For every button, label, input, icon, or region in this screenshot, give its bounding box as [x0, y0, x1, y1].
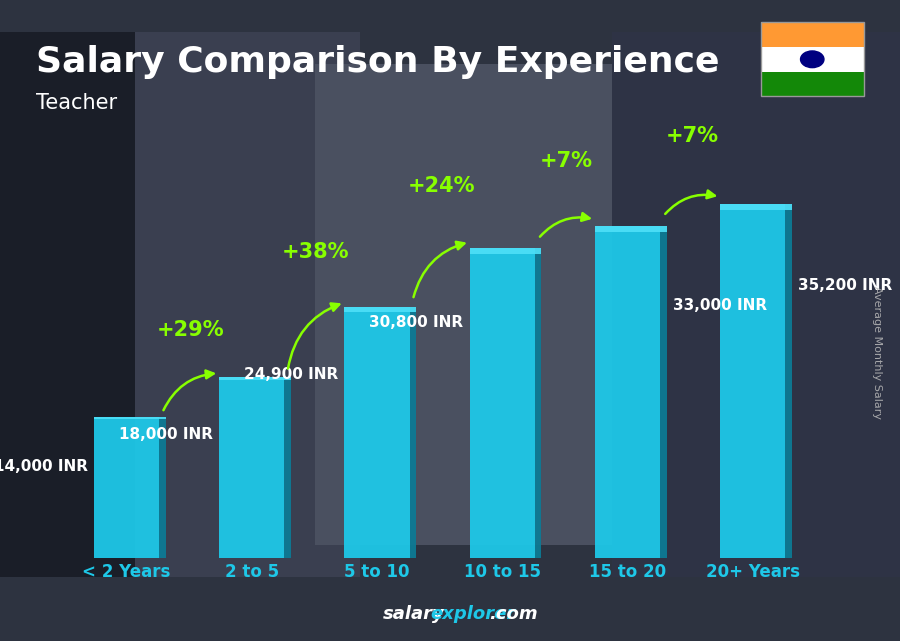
Bar	[720, 204, 786, 558]
Bar	[470, 248, 535, 558]
Text: Salary Comparison By Experience: Salary Comparison By Experience	[36, 45, 719, 79]
Bar	[284, 377, 291, 558]
Text: 24,900 INR: 24,900 INR	[244, 367, 338, 383]
Bar	[94, 417, 159, 558]
Bar	[786, 204, 792, 558]
Bar	[595, 226, 667, 232]
Text: explorer: explorer	[430, 605, 516, 623]
Text: 18,000 INR: 18,000 INR	[119, 427, 213, 442]
Bar	[660, 226, 667, 558]
Bar	[345, 308, 410, 558]
Bar	[219, 377, 291, 380]
Text: salary: salary	[382, 605, 445, 623]
Text: 14,000 INR: 14,000 INR	[0, 459, 87, 474]
Text: .com: .com	[489, 605, 537, 623]
Text: +24%: +24%	[408, 176, 475, 196]
Text: 35,200 INR: 35,200 INR	[798, 278, 893, 293]
Text: 33,000 INR: 33,000 INR	[673, 298, 767, 313]
Text: Average Monthly Salary: Average Monthly Salary	[872, 286, 883, 419]
Bar	[535, 248, 542, 558]
Text: +29%: +29%	[157, 320, 224, 340]
Text: +7%: +7%	[540, 151, 593, 171]
Text: 30,800 INR: 30,800 INR	[369, 315, 464, 330]
Text: Teacher: Teacher	[36, 93, 117, 113]
Bar	[159, 417, 166, 558]
Bar	[219, 377, 284, 558]
Bar	[720, 204, 792, 210]
Bar	[470, 248, 542, 254]
Bar	[94, 417, 166, 419]
Text: +7%: +7%	[665, 126, 718, 146]
Bar	[345, 308, 416, 312]
Bar	[595, 226, 660, 558]
Text: +38%: +38%	[283, 242, 350, 262]
Bar	[410, 308, 416, 558]
